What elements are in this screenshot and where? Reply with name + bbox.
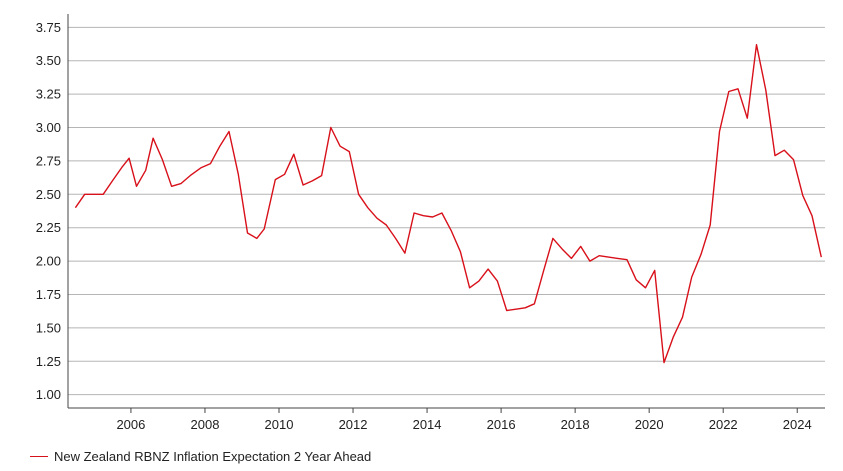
- x-tick-label: 2016: [487, 417, 516, 432]
- series-line: [74, 44, 822, 364]
- y-tick-label: 1.50: [36, 320, 61, 335]
- legend-label: New Zealand RBNZ Inflation Expectation 2…: [54, 449, 372, 464]
- y-tick-label: 2.50: [36, 187, 61, 202]
- axes: [67, 14, 825, 413]
- series-layer: [74, 44, 822, 364]
- y-tick-label: 1.75: [36, 287, 61, 302]
- x-tick-label: 2008: [191, 417, 220, 432]
- grid-lines: [68, 26, 825, 396]
- y-tick-label: 2.75: [36, 153, 61, 168]
- x-tick-label: 2014: [413, 417, 442, 432]
- tick-labels: 1.00 1.25 1.50 1.75 2.00 2.25 2.50 2.75 3.00 3.25…: [36, 20, 812, 432]
- x-tick-label: 2012: [339, 417, 368, 432]
- y-tick-label: 2.25: [36, 220, 61, 235]
- x-tick-label: 2010: [265, 417, 294, 432]
- x-tick-label: 2020: [635, 417, 664, 432]
- y-tick-label: 3.50: [36, 53, 61, 68]
- y-tick-label: 1.25: [36, 354, 61, 369]
- y-tick-label: 1.00: [36, 387, 61, 402]
- y-tick-label: 3.25: [36, 87, 61, 102]
- legend-swatch: [30, 456, 48, 457]
- y-tick-label: 2.00: [36, 254, 61, 269]
- y-tick-label: 3.75: [36, 20, 61, 35]
- x-tick-label: 2018: [561, 417, 590, 432]
- y-tick-label: 3.00: [36, 120, 61, 135]
- x-tick-label: 2006: [116, 417, 145, 432]
- x-tick-label: 2024: [783, 417, 812, 432]
- legend: New Zealand RBNZ Inflation Expectation 2…: [30, 449, 371, 464]
- x-tick-label: 2022: [709, 417, 738, 432]
